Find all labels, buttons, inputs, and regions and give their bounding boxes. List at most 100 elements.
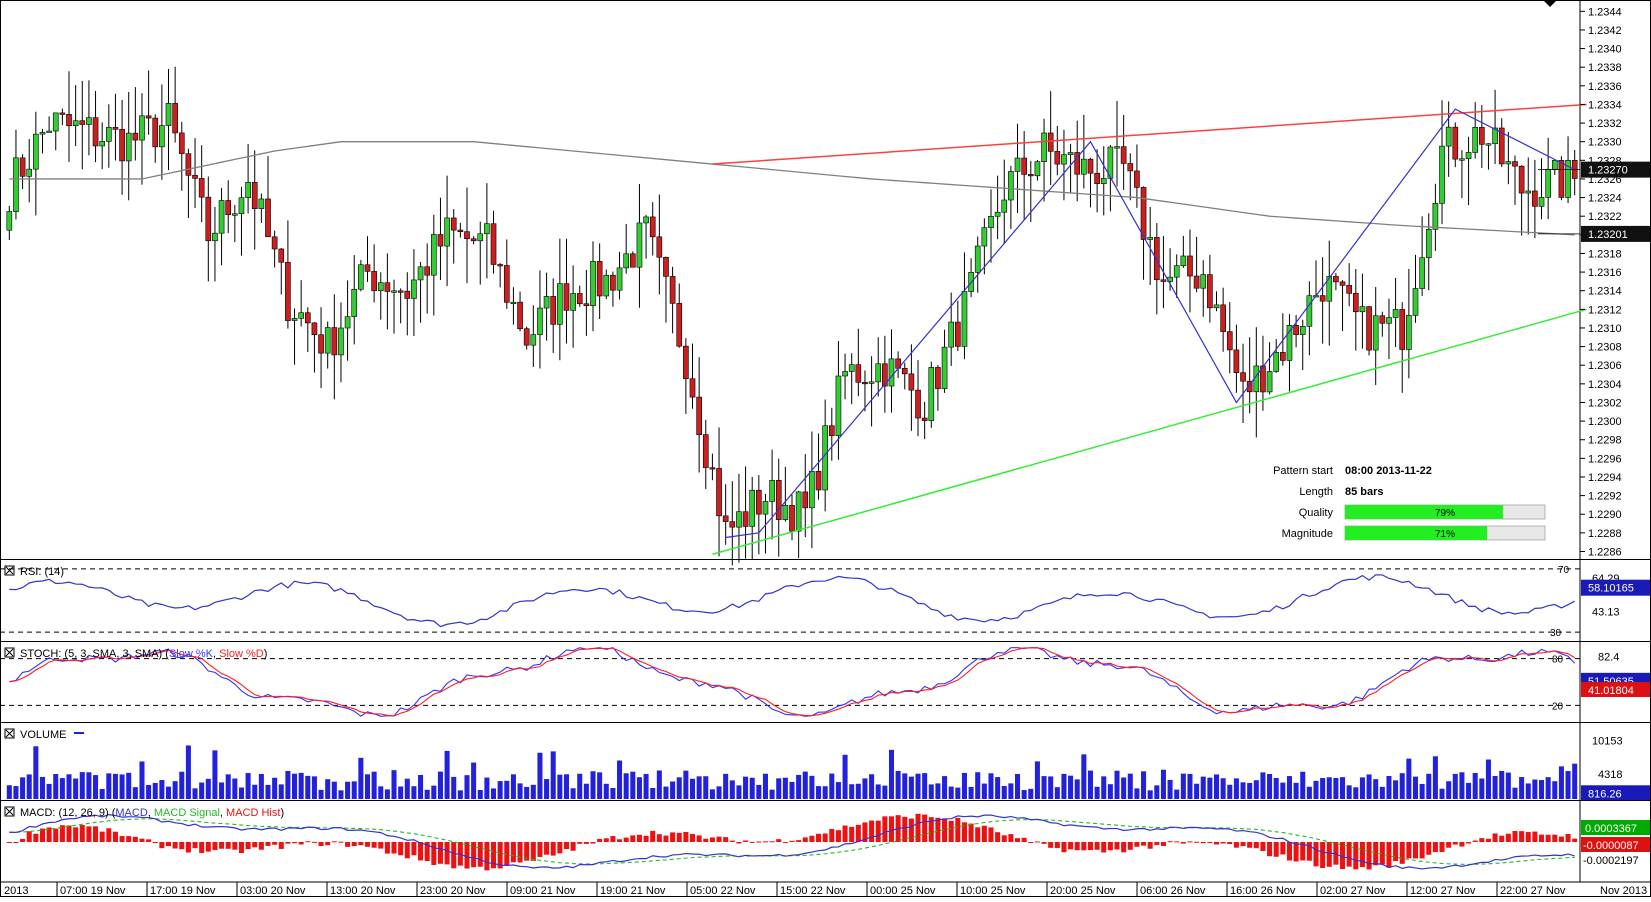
candle-body[interactable] [1034, 161, 1041, 177]
candle-body[interactable] [185, 153, 192, 176]
candle-body[interactable] [291, 318, 298, 321]
candle-body[interactable] [411, 279, 417, 299]
candle-body[interactable] [1008, 171, 1014, 201]
candle-body[interactable] [497, 264, 503, 267]
candle-body[interactable] [165, 103, 172, 126]
candle-body[interactable] [762, 501, 769, 515]
candle-body[interactable] [1207, 274, 1213, 309]
candle-body[interactable] [1299, 326, 1306, 335]
candle-body[interactable] [26, 168, 33, 177]
candle-body[interactable] [1485, 143, 1492, 146]
candle-body[interactable] [377, 282, 384, 292]
candle-body[interactable] [192, 175, 198, 179]
candle-body[interactable] [1140, 187, 1147, 240]
candle-body[interactable] [1459, 158, 1465, 161]
candle-body[interactable] [1233, 349, 1240, 373]
candle-body[interactable] [364, 264, 371, 272]
candle-body[interactable] [530, 334, 537, 346]
candle-body[interactable] [815, 470, 822, 491]
candle-body[interactable] [1551, 160, 1558, 170]
candle-body[interactable] [855, 364, 862, 383]
candle-body[interactable] [265, 198, 271, 238]
candle-body[interactable] [1399, 309, 1406, 350]
candle-body[interactable] [139, 115, 145, 141]
candle-body[interactable] [636, 222, 643, 268]
candle-body[interactable] [450, 217, 457, 231]
candle-body[interactable] [570, 293, 576, 311]
candle-body[interactable] [444, 217, 450, 247]
candle-body[interactable] [145, 115, 152, 119]
candle-body[interactable] [848, 364, 855, 372]
candle-body[interactable] [391, 290, 397, 293]
candle-body[interactable] [99, 141, 105, 147]
candle-body[interactable] [105, 127, 112, 142]
candle-body[interactable] [1081, 158, 1087, 175]
candle-body[interactable] [729, 521, 736, 528]
candle-body[interactable] [1041, 132, 1047, 162]
candle-body[interactable] [52, 112, 59, 132]
candle-body[interactable] [1273, 352, 1280, 372]
candle-body[interactable] [59, 112, 66, 115]
candle-body[interactable] [159, 125, 165, 148]
candle-body[interactable] [1087, 158, 1094, 174]
candle-body[interactable] [868, 381, 875, 384]
candle-body[interactable] [1293, 325, 1299, 335]
candle-body[interactable] [828, 425, 835, 436]
candle-body[interactable] [152, 117, 159, 148]
candle-body[interactable] [603, 274, 610, 297]
candle-body[interactable] [39, 132, 46, 135]
candle-body[interactable] [1512, 161, 1518, 167]
candle-body[interactable] [517, 301, 523, 330]
candle-body[interactable] [1100, 178, 1107, 184]
candle-body[interactable] [251, 181, 258, 209]
candle-body[interactable] [1392, 309, 1399, 318]
candle-body[interactable] [92, 117, 99, 147]
candle-body[interactable] [278, 248, 285, 263]
candle-body[interactable] [484, 223, 490, 235]
candle-body[interactable] [1014, 157, 1021, 172]
candle-body[interactable] [941, 346, 948, 389]
candle-body[interactable] [225, 200, 232, 216]
candle-body[interactable] [384, 282, 391, 292]
candle-body[interactable] [1074, 152, 1081, 175]
candle-body[interactable] [862, 382, 868, 385]
candle-body[interactable] [756, 489, 762, 515]
candle-body[interactable] [981, 227, 988, 247]
candle-body[interactable] [1127, 163, 1134, 172]
candle-body[interactable] [470, 238, 477, 242]
candle-body[interactable] [1061, 154, 1067, 165]
candle-body[interactable] [795, 491, 802, 532]
candle-body[interactable] [629, 253, 636, 268]
candle-body[interactable] [809, 470, 815, 509]
candle-body[interactable] [477, 233, 484, 242]
candle-body[interactable] [212, 232, 218, 242]
candle-body[interactable] [510, 301, 517, 304]
candle-body[interactable] [769, 480, 775, 502]
candle-body[interactable] [311, 322, 318, 336]
candle-body[interactable] [537, 307, 543, 335]
candle-body[interactable] [1432, 203, 1439, 230]
candle-body[interactable] [1472, 127, 1479, 153]
candle-body[interactable] [417, 266, 424, 281]
candle-body[interactable] [218, 200, 225, 234]
candle-body[interactable] [563, 283, 570, 311]
candle-body[interactable] [616, 267, 623, 291]
candle-body[interactable] [802, 491, 809, 509]
candle-body[interactable] [1505, 161, 1512, 165]
candle-body[interactable] [1094, 172, 1100, 184]
candle-body[interactable] [285, 261, 291, 321]
candle-body[interactable] [1147, 237, 1153, 240]
candle-body[interactable] [696, 396, 702, 435]
candle-body[interactable] [1439, 145, 1445, 204]
candle-body[interactable] [112, 127, 119, 130]
candle-body[interactable] [882, 363, 888, 387]
candle-body[interactable] [404, 290, 411, 299]
candle-body[interactable] [1558, 160, 1565, 198]
candle-body[interactable] [304, 312, 311, 324]
candle-body[interactable] [1200, 274, 1207, 289]
candle-body[interactable] [431, 234, 437, 276]
candle-body[interactable] [1067, 152, 1074, 155]
candle-body[interactable] [988, 215, 994, 228]
candle-body[interactable] [583, 303, 590, 307]
